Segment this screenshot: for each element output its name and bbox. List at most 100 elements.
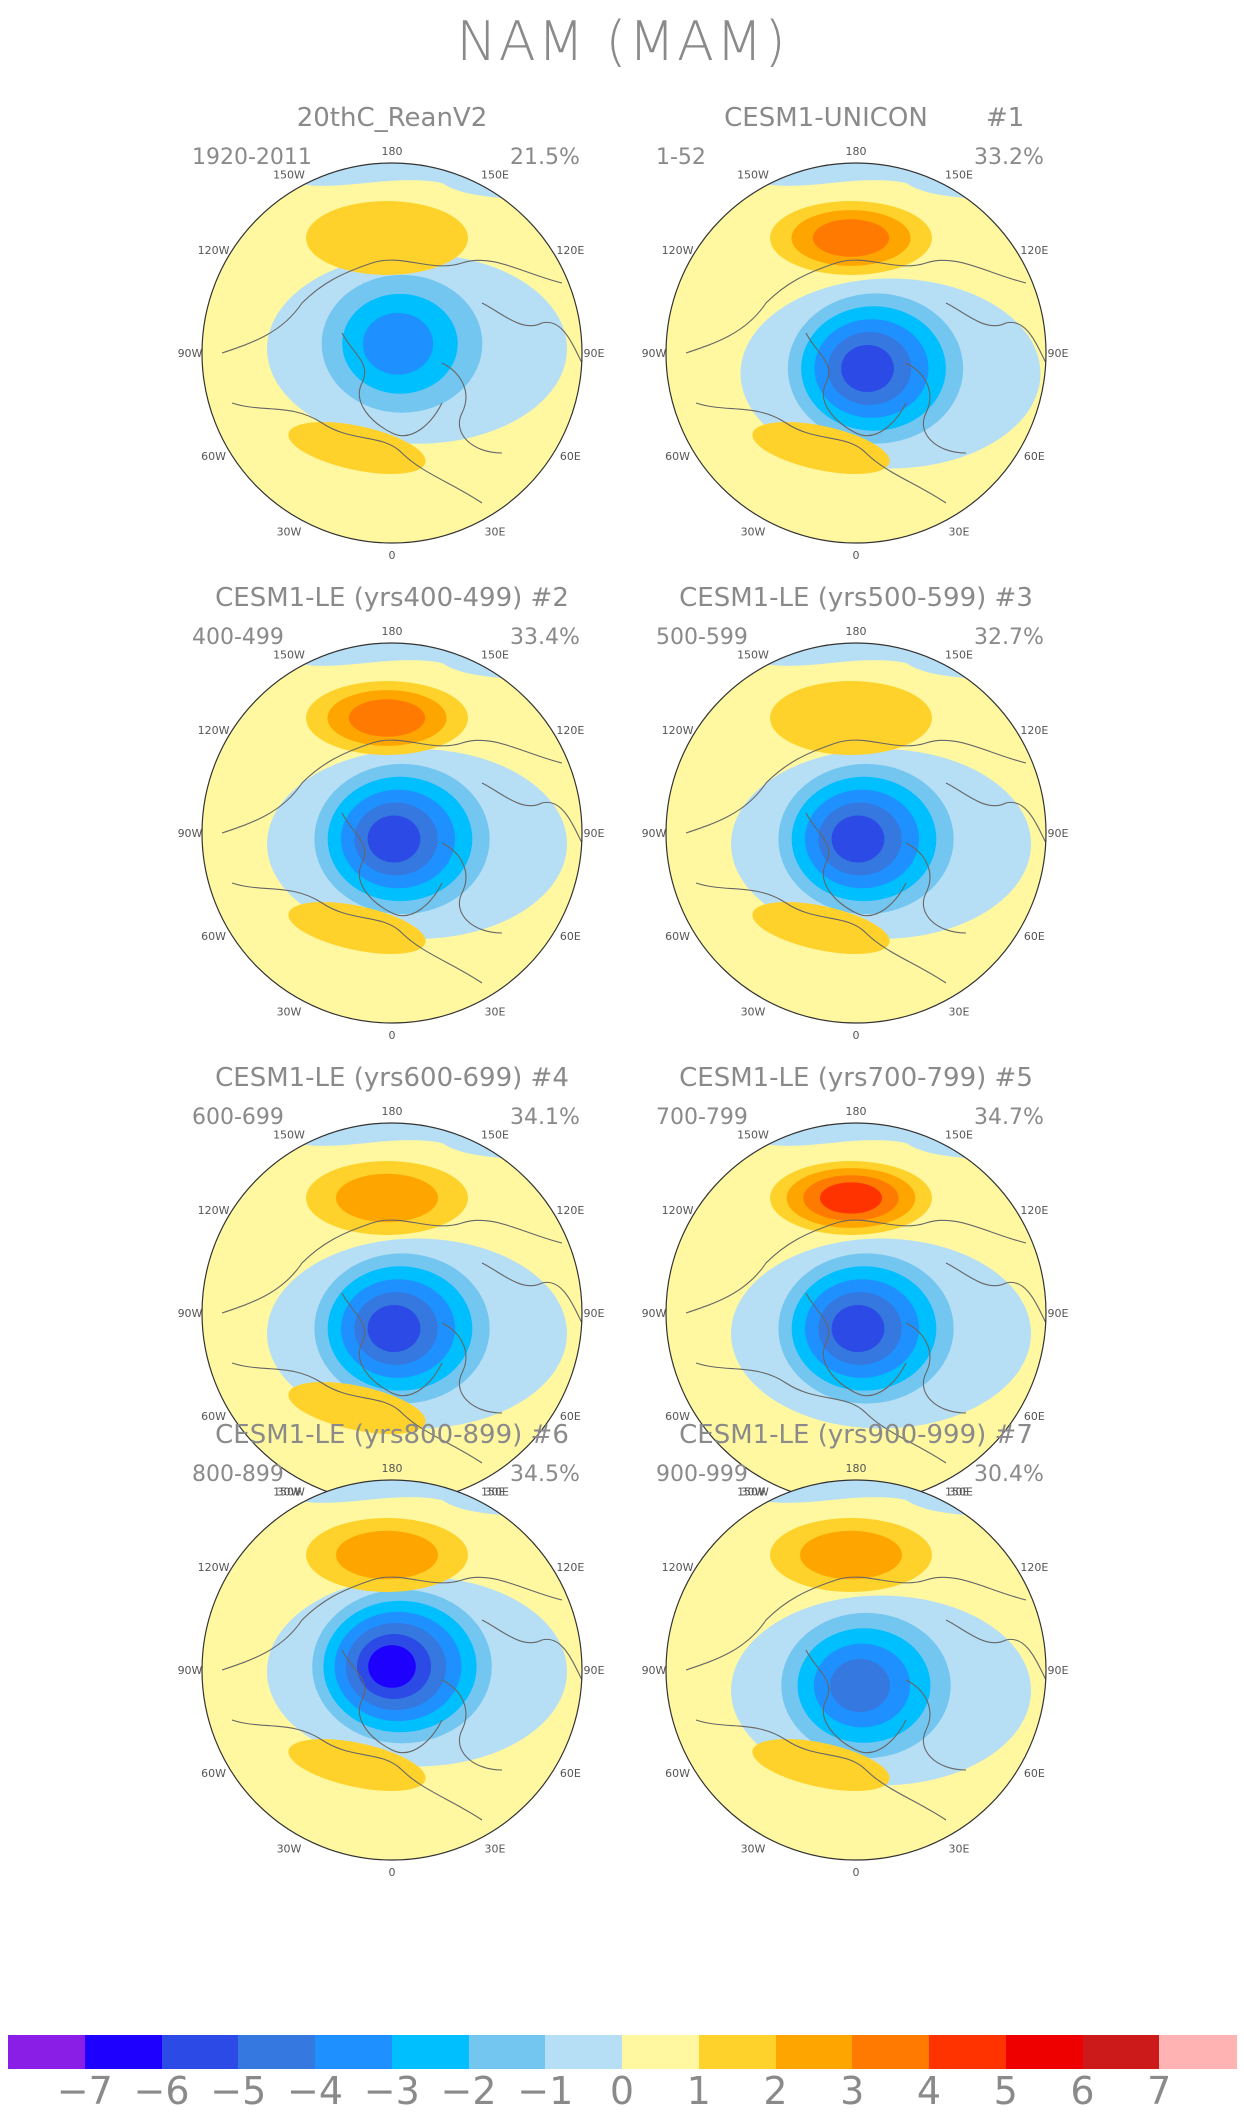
longitude-label: 60W (665, 930, 690, 943)
pacific-positive-lobe (800, 1530, 902, 1580)
longitude-label: 60W (665, 450, 690, 463)
longitude-label: 30E (949, 1005, 970, 1018)
colorbar-label: 6 (1070, 2069, 1095, 2113)
panel-years: 700-799 (656, 1105, 748, 1130)
figure-title: NAM (MAM) (456, 10, 788, 73)
longitude-label: 90E (584, 827, 605, 840)
longitude-label: 150E (945, 1486, 973, 1499)
longitude-label: 150E (481, 1486, 509, 1499)
atlantic-positive-lobe (752, 902, 890, 954)
pacific-positive-lobe (812, 219, 890, 257)
coastline (221, 739, 563, 834)
longitude-label: 120W (198, 244, 230, 257)
coastline (341, 812, 443, 917)
coastline (231, 402, 483, 504)
panel-title: CESM1-LE (yrs700-799) #5 (679, 1063, 1033, 1093)
colorbar-label: 1 (686, 2069, 711, 2113)
coastline (221, 1219, 563, 1314)
coastline (805, 1649, 907, 1754)
colorbar-label: 4 (916, 2069, 942, 2113)
colorbar-swatch (391, 2035, 469, 2069)
coastline (905, 1322, 967, 1414)
panel-member: #1 (986, 103, 1025, 133)
longitude-label: 150E (945, 649, 973, 662)
longitude-label: 30W (277, 1485, 302, 1498)
colorbar-label: −4 (286, 2069, 344, 2113)
coastline (481, 1619, 582, 1681)
coastline (481, 302, 582, 364)
panel-years: 1-52 (656, 145, 706, 170)
colorbar-swatch (545, 2035, 623, 2069)
longitude-label: 120W (662, 244, 694, 257)
panel-variance: 21.5% (510, 145, 580, 170)
panel-title: CESM1-LE (yrs500-599) #3 (679, 583, 1033, 613)
pacific-negative-band (666, 163, 1046, 213)
colorbar-swatch (1159, 2035, 1237, 2069)
longitude-label: 0 (389, 1029, 396, 1042)
pacific-negative-band (666, 1480, 1046, 1530)
colorbar-label: −5 (210, 2069, 267, 2113)
longitude-label: 0 (853, 549, 860, 562)
longitude-label: 180 (846, 1105, 867, 1118)
longitude-label: 30W (741, 1005, 766, 1018)
colorbar-swatch (238, 2035, 316, 2069)
longitude-label: 150E (945, 169, 973, 182)
longitude-label: 120W (662, 1561, 694, 1574)
longitude-label: 120E (556, 724, 584, 737)
longitude-label: 30W (277, 1005, 302, 1018)
coastline (441, 362, 503, 454)
longitude-label: 120E (556, 244, 584, 257)
coastline (685, 1219, 1027, 1314)
coastline (441, 842, 503, 934)
longitude-label: 120E (1020, 724, 1048, 737)
pacific-negative-band (202, 643, 582, 693)
colorbar-swatch (852, 2035, 930, 2069)
coastline (905, 842, 967, 934)
longitude-label: 150W (273, 649, 305, 662)
coastline (695, 402, 947, 504)
panel-title: CESM1-LE (yrs400-499) #2 (215, 583, 569, 613)
panel-variance: 33.4% (510, 625, 580, 650)
coastline (481, 782, 582, 844)
longitude-label: 60E (1024, 1410, 1045, 1423)
longitude-label: 180 (846, 625, 867, 638)
longitude-label: 150W (737, 169, 769, 182)
coastline (685, 259, 1027, 354)
coastline (341, 1292, 443, 1397)
longitude-label: 90E (1048, 347, 1069, 360)
longitude-label: 30E (949, 525, 970, 538)
longitude-label: 150W (273, 1486, 305, 1499)
colorbar-swatch (1005, 2035, 1083, 2069)
colorbar-swatch (698, 2035, 776, 2069)
longitude-label: 30E (485, 1485, 506, 1498)
longitude-label: 180 (382, 1105, 403, 1118)
longitude-label: 60W (201, 450, 226, 463)
coastline (341, 1649, 443, 1754)
negative-contour (367, 815, 421, 863)
longitude-label: 60E (560, 1410, 581, 1423)
longitude-label: 150W (737, 1129, 769, 1142)
coastline (685, 1576, 1027, 1671)
atlantic-positive-lobe (288, 422, 426, 474)
colorbar-swatch (161, 2035, 239, 2069)
atlantic-positive-lobe (288, 902, 426, 954)
longitude-label: 90W (178, 1307, 203, 1320)
colorbar-swatch (929, 2035, 1007, 2069)
colorbar-swatch (8, 2035, 86, 2069)
longitude-label: 30W (277, 525, 302, 538)
panel-years: 500-599 (656, 625, 748, 650)
longitude-label: 150W (737, 1486, 769, 1499)
colorbar-label: 3 (840, 2069, 865, 2113)
longitude-label: 180 (382, 625, 403, 638)
pacific-positive-lobe (770, 681, 932, 755)
longitude-label: 90E (1048, 1307, 1069, 1320)
pacific-positive-lobe (306, 201, 468, 275)
panel-title: CESM1-LE (yrs800-899) #6 (215, 1420, 569, 1450)
longitude-label: 0 (853, 1866, 860, 1879)
panel-variance: 32.7% (974, 625, 1044, 650)
pacific-negative-band (202, 1123, 582, 1173)
negative-contour (367, 1305, 421, 1352)
